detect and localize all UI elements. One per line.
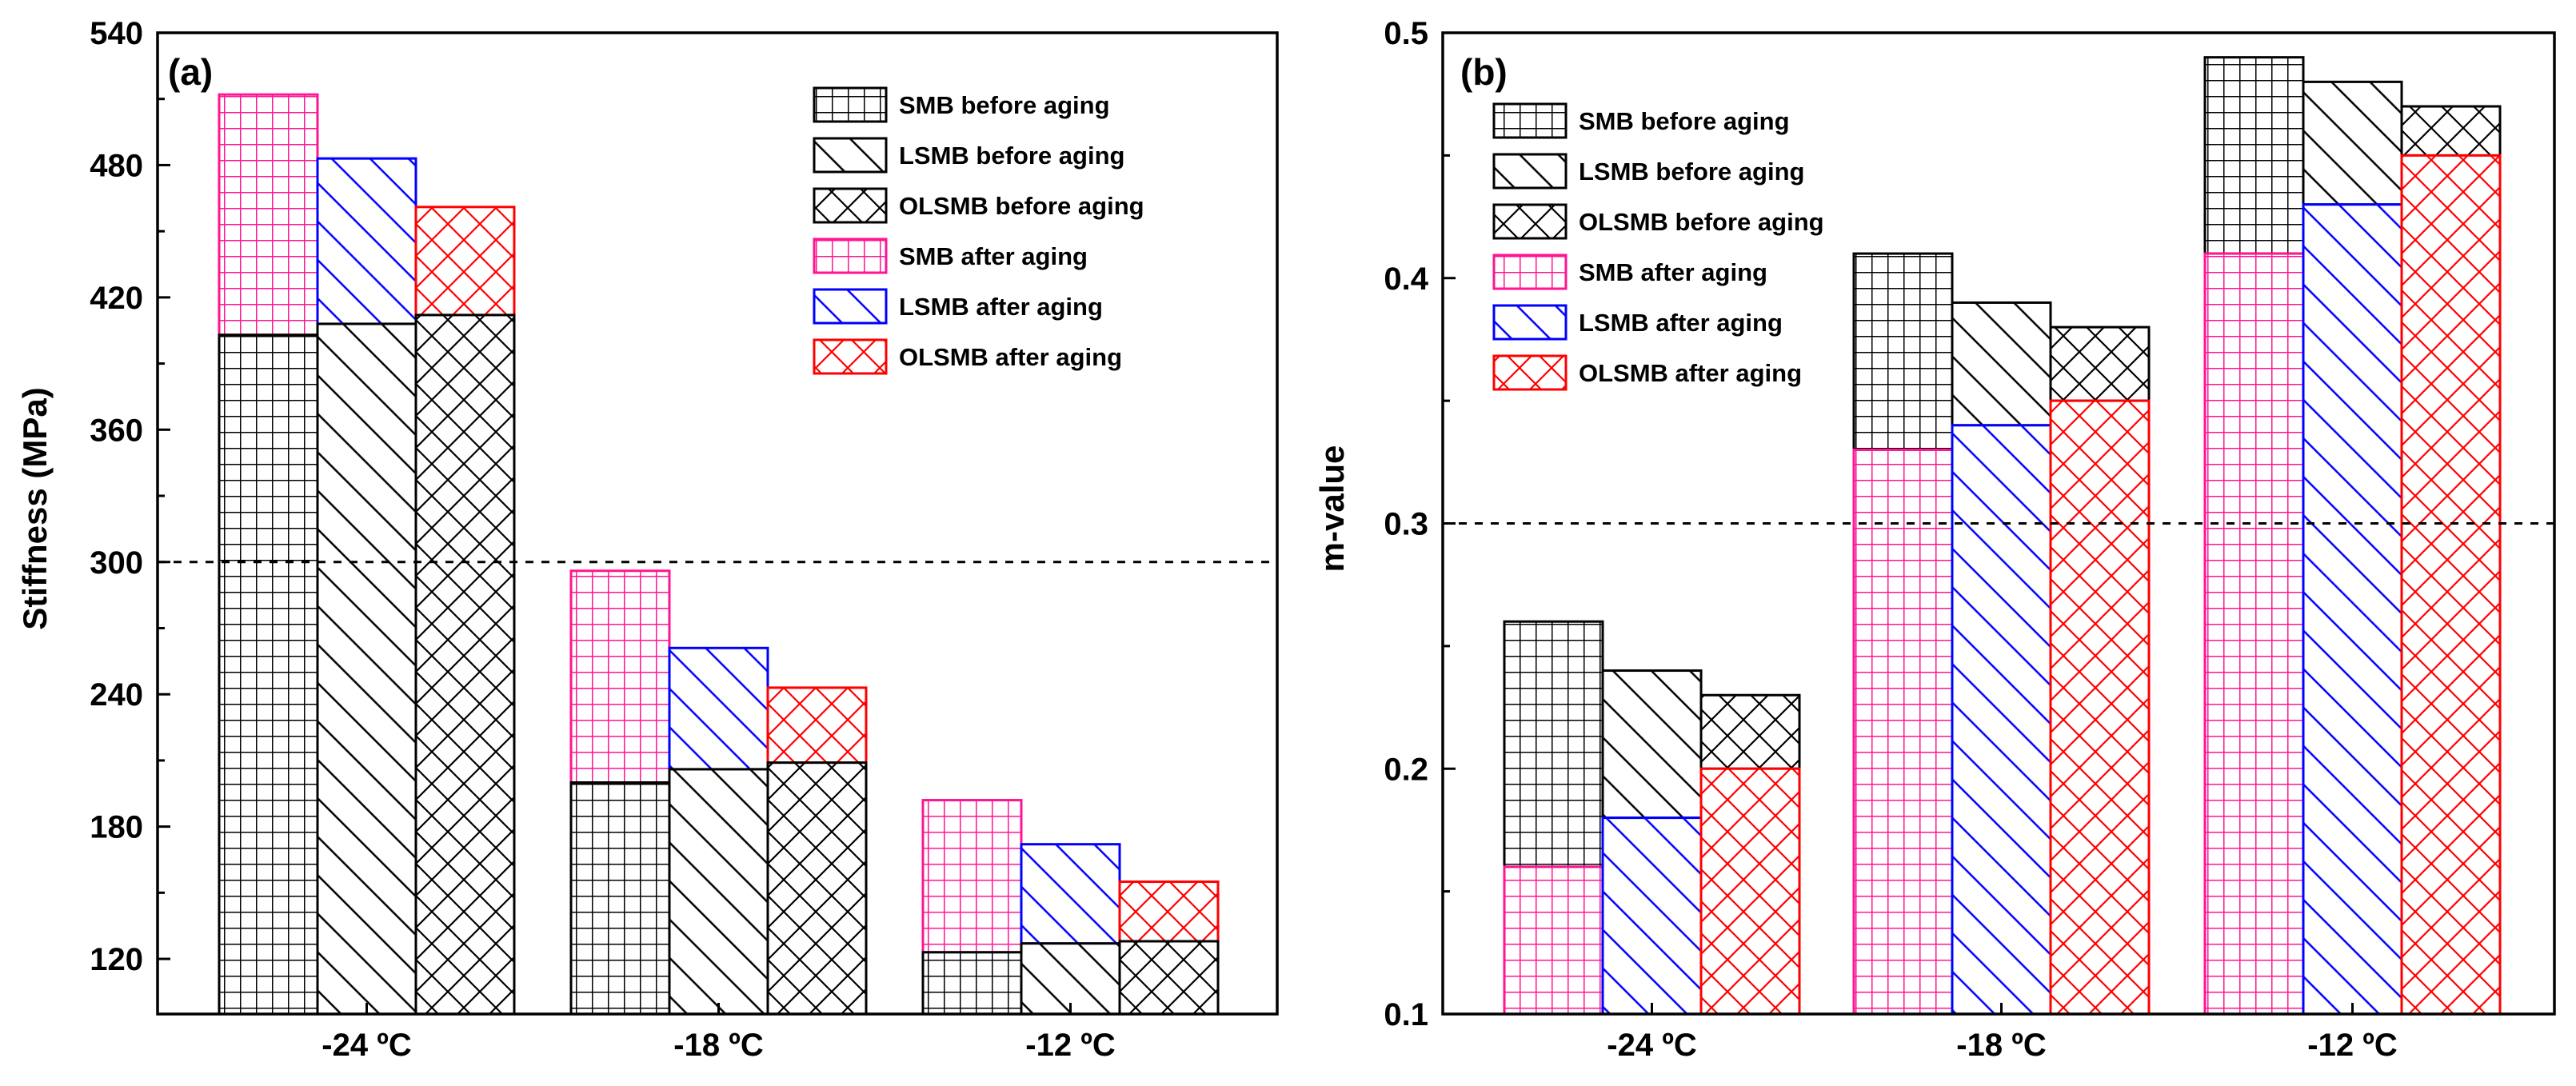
panel-a-bar-lsmb-before-aging-0 xyxy=(316,322,417,1016)
panel-b-bar-smb-before-aging-1 xyxy=(1852,252,1954,451)
panel-b-legend-label-olsmb-after-aging: OLSMB after aging xyxy=(1579,359,1802,387)
panel-b-legend-swatch-smb-after-aging xyxy=(1492,254,1568,290)
panel-b-bar-smb-after-aging-2 xyxy=(2203,252,2305,1016)
panel-b-legend-label-smb-before-aging: SMB before aging xyxy=(1579,107,1790,135)
panel-a-bar-lsmb-after-aging-2 xyxy=(1020,843,1121,945)
panel-b-legend-swatch-smb-before-aging xyxy=(1492,102,1568,139)
panel-b-bars xyxy=(1503,56,2502,1016)
panel-a-label: (a) xyxy=(168,51,213,93)
panel-b-label: (b) xyxy=(1460,51,1508,93)
panel-b-bar-lsmb-before-aging-0 xyxy=(1601,669,1703,820)
panel-b-legend: SMB before aging LSMB before aging OLSMB b… xyxy=(1492,102,1824,391)
panel-a-legend-label-lsmb-before-aging: LSMB before aging xyxy=(899,142,1124,170)
panel-a-xtick-label-12-c: -12 ºC xyxy=(1025,1028,1115,1063)
panel-b-legend-swatch-olsmb-before-aging xyxy=(1492,203,1568,240)
panel-a-bar-smb-before-aging-0 xyxy=(218,333,319,1016)
panel-b-bar-olsmb-after-aging-0 xyxy=(1699,767,1801,1016)
panel-b-legend-swatch-lsmb-after-aging xyxy=(1492,304,1568,341)
panel-a-bar-olsmb-after-aging-1 xyxy=(766,686,868,765)
panel-a-legend-label-olsmb-before-aging: OLSMB before aging xyxy=(899,192,1144,220)
panel-a-legend-label-olsmb-after-aging: OLSMB after aging xyxy=(899,343,1122,371)
panel-a-xtick-label-18-c: -18 ºC xyxy=(673,1028,763,1063)
panel-b-xtick-label-24-c: -24 ºC xyxy=(1607,1028,1696,1063)
panel-a-legend-swatch-smb-after-aging xyxy=(813,238,888,274)
panel-a-ylabel: Stiffness (MPa) xyxy=(16,387,54,629)
panel-a-bars xyxy=(218,93,1220,1016)
panel-b-bar-olsmb-after-aging-2 xyxy=(2400,154,2502,1016)
panel-b-legend-label-smb-after-aging: SMB after aging xyxy=(1579,258,1767,286)
panel-a-bar-smb-before-aging-1 xyxy=(569,781,671,1016)
panel-a-ytick-label: 240 xyxy=(90,677,143,713)
panel-b-ytick-label: 0.1 xyxy=(1384,997,1428,1032)
panel-a-ytick-label: 180 xyxy=(90,810,143,845)
panel-a-ytick-label: 420 xyxy=(90,281,143,316)
panel-a-bar-smb-after-aging-2 xyxy=(921,799,1023,954)
panel-b-bar-olsmb-before-aging-0 xyxy=(1699,693,1801,770)
panel-a-bar-lsmb-after-aging-0 xyxy=(316,157,417,325)
panel-b-legend-swatch-olsmb-after-aging xyxy=(1492,354,1568,391)
panel-b-bar-olsmb-before-aging-2 xyxy=(2400,105,2502,157)
panel-a-bar-olsmb-before-aging-0 xyxy=(414,313,516,1016)
panel-a-legend-swatch-smb-before-aging xyxy=(813,86,888,123)
panel-b-ylabel: m-value xyxy=(1313,445,1351,573)
panel-b-ytick-label: 0.3 xyxy=(1384,507,1428,542)
panel-a-ytick-label: 480 xyxy=(90,148,143,183)
panel-b-bar-smb-before-aging-2 xyxy=(2203,56,2305,255)
panel-a-bar-olsmb-after-aging-0 xyxy=(414,206,516,317)
panel-b: 0.1 0.2 0.3 0.4 0.5 -24 ºC -18 ºC -12 ºC m-val… xyxy=(1313,16,2556,1063)
panel-b-bar-lsmb-before-aging-2 xyxy=(2302,80,2403,206)
panel-b-bar-smb-after-aging-1 xyxy=(1852,448,1954,1016)
panel-a-legend-swatch-lsmb-after-aging xyxy=(813,288,888,325)
panel-a-bar-lsmb-after-aging-1 xyxy=(668,646,769,771)
panel-a-ytick-label: 300 xyxy=(90,545,143,581)
panel-a-ytick-label: 540 xyxy=(90,16,143,51)
panel-a-legend: SMB before aging LSMB before aging OLSMB b… xyxy=(813,86,1144,375)
panel-b-bar-lsmb-before-aging-1 xyxy=(1951,301,2052,427)
panel-b-bar-olsmb-before-aging-1 xyxy=(2049,325,2151,402)
panel-b-bar-lsmb-after-aging-0 xyxy=(1601,816,1703,1016)
panel-b-legend-label-olsmb-before-aging: OLSMB before aging xyxy=(1579,208,1824,236)
panel-b-ytick-label: 0.2 xyxy=(1384,752,1428,787)
panel-a-legend-swatch-lsmb-before-aging xyxy=(813,137,888,174)
panel-b-bar-olsmb-after-aging-1 xyxy=(2049,399,2151,1016)
panel-a-legend-swatch-olsmb-before-aging xyxy=(813,187,888,224)
panel-b-xtick-label-12-c: -12 ºC xyxy=(2307,1028,2397,1063)
panel-a-xtick-label-24-c: -24 ºC xyxy=(322,1028,411,1063)
panel-a-bar-olsmb-before-aging-1 xyxy=(766,761,868,1016)
panel-a-bar-olsmb-before-aging-2 xyxy=(1118,940,1220,1016)
panel-a-legend-label-smb-after-aging: SMB after aging xyxy=(899,242,1088,270)
panel-b-legend-label-lsmb-after-aging: LSMB after aging xyxy=(1579,309,1783,337)
panel-a-legend-label-lsmb-after-aging: LSMB after aging xyxy=(899,293,1103,321)
panel-b-ytick-label: 0.5 xyxy=(1384,16,1428,51)
panel-b-y-axis: 0.1 0.2 0.3 0.4 0.5 xyxy=(1384,16,1456,1032)
panel-b-x-axis: -24 ºC -18 ºC -12 ºC xyxy=(1607,1003,2398,1063)
panel-b-ytick-label: 0.4 xyxy=(1384,262,1428,297)
panel-b-bar-smb-after-aging-0 xyxy=(1503,865,1604,1016)
panel-a-bar-smb-after-aging-0 xyxy=(218,93,319,337)
panel-a-legend-label-smb-before-aging: SMB before aging xyxy=(899,91,1110,119)
panel-b-legend-label-lsmb-before-aging: LSMB before aging xyxy=(1579,158,1804,186)
panel-a-bar-lsmb-before-aging-1 xyxy=(668,768,769,1016)
panel-a-bar-smb-after-aging-1 xyxy=(569,569,671,784)
panel-a-y-axis: 120 180 240 300 360 420 480 540 xyxy=(90,16,170,977)
panel-a-bar-olsmb-after-aging-2 xyxy=(1118,880,1220,943)
panel-b-bar-lsmb-after-aging-2 xyxy=(2302,203,2403,1016)
panel-a-ytick-label: 360 xyxy=(90,413,143,448)
panel-a-ytick-label: 120 xyxy=(90,942,143,977)
panel-a-x-axis: -24 ºC -18 ºC -12 ºC xyxy=(322,1003,1116,1063)
panel-a-legend-swatch-olsmb-after-aging xyxy=(813,338,888,375)
panel-b-bar-lsmb-after-aging-1 xyxy=(1951,424,2052,1016)
panel-a-bar-smb-before-aging-2 xyxy=(921,951,1023,1016)
panel-a: 120 180 240 300 360 420 480 540 -24 ºC -18 ºC -12… xyxy=(16,16,1279,1063)
panel-b-xtick-label-18-c: -18 ºC xyxy=(1956,1028,2046,1063)
panel-b-legend-swatch-lsmb-before-aging xyxy=(1492,153,1568,190)
panel-a-bar-lsmb-before-aging-2 xyxy=(1020,942,1121,1016)
panel-b-bar-smb-before-aging-0 xyxy=(1503,620,1604,868)
